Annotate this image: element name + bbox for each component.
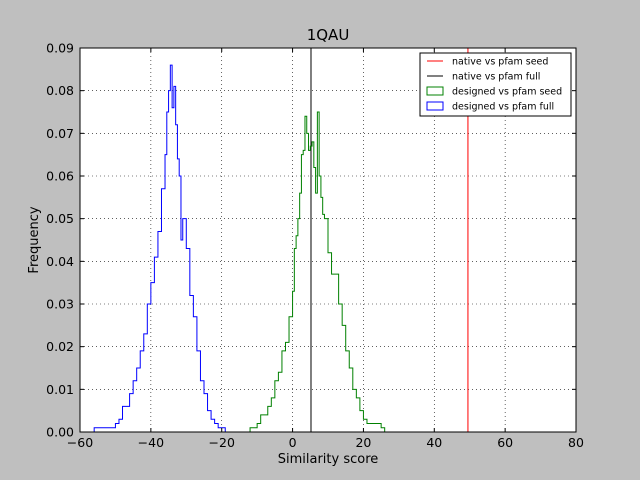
legend: native vs pfam seed native vs pfam full … (419, 52, 572, 117)
y-tick-label: 0.09 (46, 41, 74, 56)
y-tick-label: 0.03 (46, 297, 74, 312)
x-tick-label: 0 (289, 435, 297, 450)
y-tick-label: 0.06 (46, 169, 74, 184)
x-axis-label: Similarity score (278, 452, 379, 467)
step-series-designed-vs-pfam-seed (246, 111, 386, 433)
x-tick-label: 80 (568, 435, 584, 450)
x-tick-label: 20 (355, 435, 371, 450)
legend-label-designed-full: designed vs pfam full (452, 102, 554, 113)
legend-label-native-full: native vs pfam full (452, 72, 540, 83)
legend-label-native-seed: native vs pfam seed (452, 57, 548, 68)
y-tick-label: 0.08 (46, 83, 74, 98)
legend-label-designed-seed: designed vs pfam seed (452, 87, 562, 98)
x-tick-label: −20 (209, 435, 235, 450)
x-tick-label: 40 (426, 435, 442, 450)
step-series-designed-vs-pfam-full (87, 64, 226, 433)
x-tick-label: −60 (67, 435, 93, 450)
y-tick-label: 0.00 (46, 425, 74, 440)
x-tick-label: 60 (497, 435, 513, 450)
y-tick-label: 0.01 (46, 382, 74, 397)
legend-swatch-designed-seed (426, 86, 444, 96)
y-axis-label: Frequency (27, 206, 42, 273)
y-tick-label: 0.07 (46, 126, 74, 141)
chart-title: 1QAU (307, 26, 350, 44)
plot-frame (79, 47, 577, 433)
legend-swatch-designed-full (426, 101, 444, 111)
y-tick-label: 0.04 (46, 254, 74, 269)
y-tick-label: 0.02 (46, 339, 74, 354)
legend-box (419, 52, 572, 117)
y-tick-label: 0.05 (46, 211, 74, 226)
axis-ticks: −60 −40 −20 0 20 40 60 80 0.00 0.01 0.02 0.03 0.04 0.… (46, 41, 584, 451)
x-tick-label: −40 (138, 435, 164, 450)
